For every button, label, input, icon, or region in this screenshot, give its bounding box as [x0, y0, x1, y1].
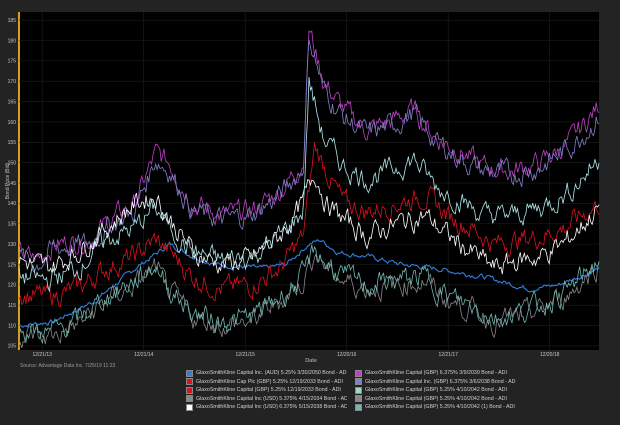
y-tick-label: 140	[8, 201, 17, 207]
legend-swatch	[355, 378, 362, 386]
y-tick-label: 185	[8, 18, 17, 24]
legend-label: GlaxoSmithKline Capital (GBP) 5.25% 4/10…	[365, 404, 515, 411]
legend-item: GlaxoSmithKline Capital Inc. (AUD) 5.25%…	[186, 369, 347, 378]
series-line-3	[18, 142, 600, 308]
x-axis-label: Date	[305, 358, 317, 364]
legend-item: GlaxoSmithKline Capital Inc (USD) 6.375%…	[186, 403, 347, 412]
legend-item: GlaxoSmithKline Capital (GBP) 5.25% 4/10…	[355, 386, 516, 395]
legend-swatch	[355, 403, 362, 411]
y-tick-label: 120	[8, 283, 17, 289]
series-line-7	[18, 253, 600, 349]
legend-label: GlaxoSmithKline Capital (GBP) 6.375% 3/9…	[365, 370, 507, 377]
legend-swatch	[186, 403, 193, 411]
x-tick-label: 12/20/16	[337, 352, 357, 358]
series-line-8	[18, 244, 600, 344]
legend-swatch	[355, 395, 362, 403]
y-axis-label: Bond Price (Bid)	[5, 162, 11, 199]
legend-label: GlaxoSmithKline Capital (GBP) 5.25% 4/10…	[365, 387, 507, 394]
x-tick-labels: 12/21/13 12/21/14 12/21/15 12/20/16 12/21/17…	[32, 352, 559, 358]
y-tick-label: 130	[8, 242, 17, 248]
series-line-1	[18, 238, 600, 328]
legend-label: GlaxoSmithKline Capital Inc. (GBP) 6.375…	[365, 378, 516, 385]
series-line-6	[18, 77, 600, 293]
y-tick-label: 105	[8, 344, 17, 350]
x-tick-label: 12/21/15	[235, 352, 255, 358]
legend-item: GlaxoSmithKline Capital Inc. (GBP) 6.375…	[355, 378, 516, 387]
legend: GlaxoSmithKline Capital Inc. (AUD) 5.25%…	[186, 369, 516, 417]
x-tick-label: 12/20/18	[540, 352, 560, 358]
y-tick-labels: 105 110 115 120 125 130 135 140 145 150 155 160 165 1…	[8, 18, 17, 350]
legend-swatch	[355, 369, 362, 377]
legend-swatch	[186, 395, 193, 403]
legend-item: GlaxoSmithKline Capital (GBP) 6.375% 3/9…	[355, 369, 516, 378]
legend-label: GlaxoSmithKline Capital Inc. (AUD) 5.25%…	[196, 370, 347, 377]
legend-label: GlaxoSmithKline Capital (GBP) 5.25% 12/1…	[196, 387, 341, 394]
source-note: Source: Advantage Data Inc. 7/25/19 11:2…	[20, 363, 116, 369]
y-tick-label: 150	[8, 160, 17, 166]
legend-swatch	[355, 386, 362, 394]
legend-item: GlaxoSmithKline Capital (GBP) 5.25% 4/10…	[355, 395, 516, 404]
y-tick-label: 170	[8, 79, 17, 85]
legend-label: GlaxoSmithKline Capital (GBP) 5.25% 4/10…	[365, 395, 507, 402]
legend-label: GlaxoSmithKline Capital Inc (USD) 6.375%…	[196, 404, 347, 411]
legend-item: GlaxoSmithKline Cap Plc (GBP) 5.25% 12/1…	[186, 378, 347, 387]
legend-swatch	[186, 386, 193, 394]
y-tick-label: 115	[8, 303, 16, 309]
y-tick-label: 175	[8, 59, 17, 65]
y-tick-label: 165	[8, 99, 17, 105]
y-tick-label: 180	[8, 38, 17, 44]
legend-item: GlaxoSmithKline Capital (GBP) 5.25% 4/10…	[355, 403, 516, 412]
legend-label: GlaxoSmithKline Cap Plc (GBP) 5.25% 12/1…	[196, 378, 343, 385]
series-line-2	[18, 30, 600, 263]
y-tick-label: 155	[8, 140, 17, 146]
legend-swatch	[186, 378, 193, 386]
series-line-5	[18, 179, 600, 275]
x-tick-label: 12/21/17	[438, 352, 458, 358]
legend-item: GlaxoSmithKline Capital Inc (USD) 5.375%…	[186, 395, 347, 404]
legend-swatch	[186, 369, 193, 377]
series-lines	[18, 30, 600, 349]
x-tick-label: 12/21/14	[134, 352, 154, 358]
legend-item: GlaxoSmithKline Capital (GBP) 5.25% 12/1…	[186, 386, 347, 395]
y-tick-label: 125	[8, 262, 17, 268]
y-tick-label: 145	[8, 181, 17, 187]
legend-label: GlaxoSmithKline Capital Inc (USD) 5.375%…	[196, 395, 347, 402]
series-line-4	[18, 39, 600, 273]
y-tick-label: 135	[8, 222, 17, 228]
y-tick-label: 110	[8, 323, 16, 329]
y-tick-label: 160	[8, 120, 17, 126]
x-tick-label: 12/21/13	[32, 352, 52, 358]
